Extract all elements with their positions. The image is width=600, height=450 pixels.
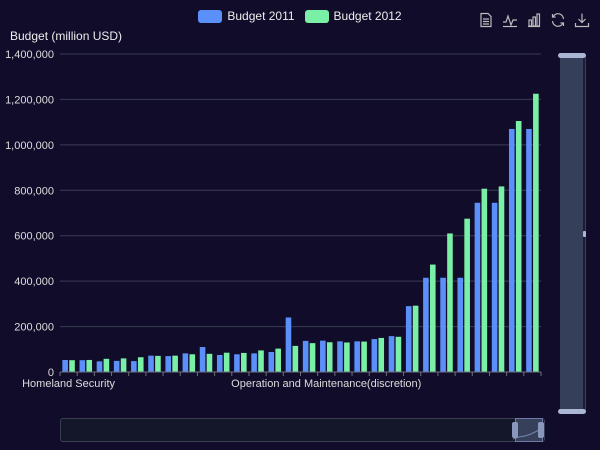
legend-label-budget-2011: Budget 2011 <box>227 9 295 23</box>
x-tick-label: Homeland Security <box>22 378 115 390</box>
bar-budget-2011[interactable] <box>234 354 240 372</box>
bar-budget-2011[interactable] <box>457 277 464 372</box>
bar-budget-2012[interactable] <box>344 342 350 372</box>
bar-budget-2011[interactable] <box>165 356 172 372</box>
bar-budget-2012[interactable] <box>86 359 93 372</box>
bar-budget-2011[interactable] <box>526 128 532 372</box>
legend-label-budget-2012: Budget 2012 <box>333 9 402 23</box>
vertical-zoom-handle-top[interactable] <box>558 53 586 58</box>
bar-budget-2012[interactable] <box>533 93 539 372</box>
legend-item-budget-2012[interactable]: Budget 2012 <box>304 9 402 23</box>
bar-budget-2012[interactable] <box>378 337 385 372</box>
bar-budget-2011[interactable] <box>79 360 86 372</box>
bar-budget-2012[interactable] <box>309 343 316 372</box>
bar-budget-2011[interactable] <box>96 361 103 372</box>
bar-budget-2012[interactable] <box>481 188 488 372</box>
legend-swatch-budget-2012 <box>304 9 329 23</box>
vertical-zoom-slider[interactable] <box>558 53 586 414</box>
bar-budget-2011[interactable] <box>268 352 275 372</box>
bar-budget-2011[interactable] <box>320 340 326 372</box>
bar-budget-2012[interactable] <box>155 355 161 372</box>
bar-budget-2011[interactable] <box>199 347 206 372</box>
y-tick-label: 200,000 <box>14 322 54 334</box>
bar-chart-icon[interactable] <box>526 12 542 28</box>
horizontal-zoom-slider[interactable] <box>60 418 545 442</box>
bar-budget-2012[interactable] <box>447 233 453 372</box>
bar-budget-2011[interactable] <box>216 354 223 372</box>
x-axis: Homeland Security Operation and Maintenan… <box>22 371 542 390</box>
y-tick-label: 1,000,000 <box>5 140 54 152</box>
vertical-zoom-selection[interactable] <box>561 56 583 410</box>
bar-budget-2011[interactable] <box>388 336 395 372</box>
data-view-icon[interactable] <box>478 12 494 28</box>
bar-budget-2012[interactable] <box>395 336 402 372</box>
bar-budget-2011[interactable] <box>508 128 515 372</box>
bar-budget-2011[interactable] <box>251 353 257 372</box>
legend-swatch-budget-2011 <box>198 9 223 23</box>
y-tick-label: 1,200,000 <box>5 94 54 106</box>
save-image-icon[interactable] <box>574 12 590 28</box>
bar-budget-2012[interactable] <box>429 264 436 372</box>
bar-budget-2012[interactable] <box>103 358 110 372</box>
bar-budget-2011[interactable] <box>131 361 137 372</box>
bar-budget-2011[interactable] <box>62 359 68 372</box>
bar-budget-2012[interactable] <box>515 121 522 372</box>
bar-budget-2011[interactable] <box>285 317 292 372</box>
bar-budget-2012[interactable] <box>69 360 75 372</box>
horizontal-zoom-preview <box>512 427 543 440</box>
bar-budget-2011[interactable] <box>474 202 481 372</box>
x-tick-label: Operation and Maintenance(discretion) <box>231 378 421 390</box>
bars <box>62 93 539 372</box>
y-tick-label: 800,000 <box>14 185 54 197</box>
bar-budget-2011[interactable] <box>405 306 412 372</box>
bar-budget-2011[interactable] <box>354 341 360 372</box>
horizontal-zoom-track <box>60 418 545 442</box>
bar-budget-2011[interactable] <box>491 202 498 372</box>
line-chart-icon[interactable] <box>502 12 518 28</box>
bar-budget-2012[interactable] <box>206 353 213 372</box>
bar-budget-2012[interactable] <box>137 357 144 372</box>
bar-budget-2012[interactable] <box>464 218 470 372</box>
y-tick-label: 0 <box>48 367 54 379</box>
bar-budget-2012[interactable] <box>223 352 230 372</box>
y-tick-label: 1,400,000 <box>5 49 54 61</box>
bar-budget-2012[interactable] <box>120 358 127 372</box>
vertical-zoom-grip[interactable] <box>583 231 586 237</box>
bar-budget-2012[interactable] <box>361 341 367 372</box>
bar-budget-2011[interactable] <box>371 339 378 372</box>
bar-budget-2012[interactable] <box>172 355 178 372</box>
y-tick-labels: 0 200,000 400,000 600,000 800,000 1,000,000 1,… <box>5 49 54 379</box>
bar-budget-2012[interactable] <box>412 305 419 372</box>
toolbox <box>478 12 590 28</box>
legend: Budget 2011 Budget 2012 <box>0 9 600 23</box>
bar-budget-2012[interactable] <box>189 354 196 372</box>
bar-budget-2012[interactable] <box>241 352 247 372</box>
bar-budget-2012[interactable] <box>258 350 264 372</box>
y-tick-label: 600,000 <box>14 231 54 243</box>
y-axis-title: Budget (million USD) <box>10 29 123 43</box>
horizontal-zoom-handle-right[interactable] <box>538 422 544 438</box>
bar-budget-2012[interactable] <box>498 186 505 372</box>
bar-budget-2012[interactable] <box>326 342 333 372</box>
bar-budget-2011[interactable] <box>440 277 446 372</box>
legend-item-budget-2011[interactable]: Budget 2011 <box>198 9 295 23</box>
bar-budget-2011[interactable] <box>423 277 429 372</box>
bar-budget-2012[interactable] <box>275 348 281 372</box>
y-tick-label: 400,000 <box>14 276 54 288</box>
horizontal-zoom-handle-left[interactable] <box>512 422 518 438</box>
bar-budget-2012[interactable] <box>292 345 299 372</box>
bar-budget-2011[interactable] <box>302 340 309 372</box>
bar-budget-2011[interactable] <box>337 341 343 372</box>
bar-budget-2011[interactable] <box>182 353 189 372</box>
bar-budget-2011[interactable] <box>148 355 154 372</box>
bar-budget-2011[interactable] <box>113 360 120 372</box>
restore-icon[interactable] <box>550 12 566 28</box>
vertical-zoom-handle-bottom[interactable] <box>558 409 586 414</box>
